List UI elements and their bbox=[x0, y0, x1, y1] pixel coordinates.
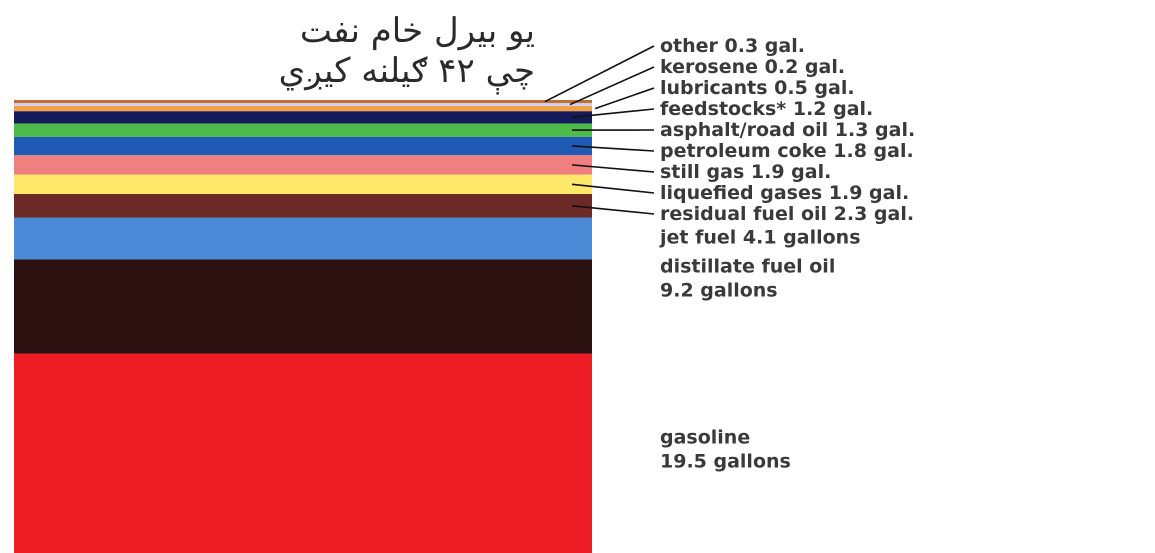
bar-segment-residual-fuel-oil bbox=[14, 194, 592, 218]
leader-line bbox=[569, 66, 655, 106]
bar-segment-still-gas bbox=[14, 155, 592, 175]
segment-label: 9.2 gallons bbox=[660, 280, 778, 302]
bar-segment-lubricants bbox=[14, 106, 592, 112]
leader-line bbox=[571, 183, 655, 194]
bar-segment-kerosene bbox=[14, 103, 592, 107]
segment-label: asphalt/road oil 1.3 gal. bbox=[660, 119, 915, 141]
segment-label: jet fuel 4.1 gallons bbox=[659, 227, 861, 249]
segment-label: kerosene 0.2 gal. bbox=[660, 56, 845, 78]
leader-line bbox=[571, 164, 655, 173]
bar-segment-gasoline bbox=[14, 353, 592, 553]
bar-segment-other bbox=[14, 100, 592, 104]
segment-label: gasoline bbox=[660, 426, 750, 448]
segment-label: still gas 1.9 gal. bbox=[660, 161, 831, 183]
chart-title-line-2: چې ۴۲ ګیلنه کیږي bbox=[278, 51, 535, 91]
segment-label: residual fuel oil 2.3 gal. bbox=[660, 203, 914, 225]
segment-label: petroleum coke 1.8 gal. bbox=[660, 140, 914, 162]
segment-label: feedstocks* 1.2 gal. bbox=[660, 98, 873, 120]
segment-label: lubricants 0.5 gal. bbox=[660, 77, 855, 99]
bar-segment-liquefied-gases bbox=[14, 174, 592, 195]
leader-line bbox=[594, 87, 655, 110]
bar-segment-asphalt-road-oil bbox=[14, 123, 592, 137]
leader-line bbox=[571, 145, 655, 152]
bar-segment-petroleum-coke bbox=[14, 136, 592, 156]
chart-title-line-1: یو بیرل خام نفت bbox=[299, 11, 535, 51]
bar-segment-jet-fuel bbox=[14, 217, 592, 260]
bar-segment-distillate-fuel-oil bbox=[14, 259, 592, 354]
segment-label: distillate fuel oil bbox=[660, 256, 835, 278]
leader-line bbox=[571, 204, 655, 215]
leader-line bbox=[571, 108, 655, 119]
segment-label: other 0.3 gal. bbox=[660, 35, 805, 57]
segment-label: 19.5 gallons bbox=[660, 450, 791, 472]
segment-label: liquefied gases 1.9 gal. bbox=[660, 182, 909, 204]
leader-line bbox=[544, 45, 655, 103]
bar-segment-feedstocks- bbox=[14, 111, 592, 124]
